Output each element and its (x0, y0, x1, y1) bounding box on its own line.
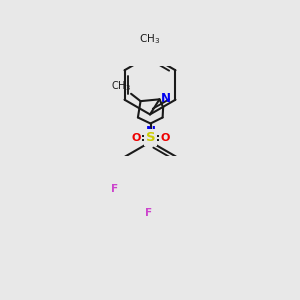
Text: O: O (132, 133, 141, 143)
Text: N: N (161, 92, 171, 105)
Text: CH$_3$: CH$_3$ (140, 32, 160, 46)
Text: N: N (146, 125, 156, 138)
Text: F: F (145, 208, 152, 218)
Text: S: S (146, 131, 155, 144)
Text: F: F (111, 184, 118, 194)
Text: O: O (160, 133, 169, 143)
Text: CH$_3$: CH$_3$ (110, 80, 130, 93)
